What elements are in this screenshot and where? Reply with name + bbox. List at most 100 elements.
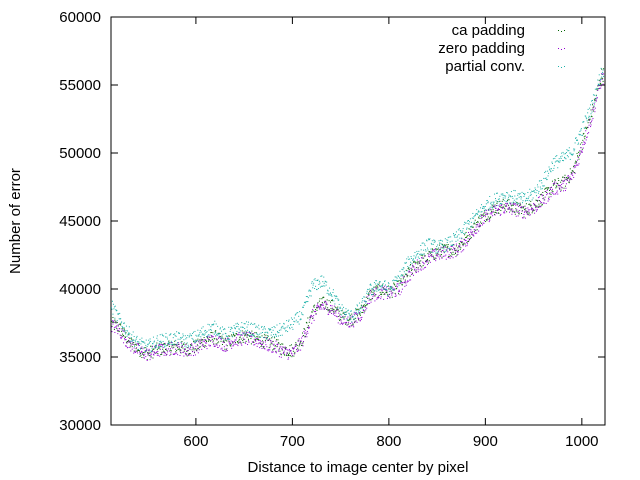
data-point bbox=[185, 353, 187, 355]
data-point bbox=[586, 136, 588, 138]
data-point bbox=[369, 290, 371, 292]
data-point bbox=[163, 335, 165, 337]
data-point bbox=[333, 305, 335, 307]
data-point bbox=[203, 339, 205, 341]
data-point bbox=[394, 295, 396, 297]
data-point bbox=[407, 266, 409, 268]
data-point bbox=[209, 334, 211, 336]
data-point bbox=[308, 327, 310, 329]
data-point bbox=[428, 238, 430, 240]
data-point bbox=[198, 340, 200, 342]
data-point bbox=[401, 282, 403, 284]
data-point bbox=[592, 110, 594, 112]
data-point bbox=[449, 249, 451, 251]
data-point bbox=[169, 348, 171, 350]
data-point bbox=[263, 346, 265, 348]
data-point bbox=[327, 290, 329, 292]
data-point bbox=[474, 229, 476, 231]
data-point bbox=[459, 248, 461, 250]
data-point bbox=[274, 336, 276, 338]
data-point bbox=[315, 310, 317, 312]
data-point bbox=[181, 336, 183, 338]
data-point bbox=[245, 340, 247, 342]
data-point bbox=[354, 317, 356, 319]
data-point bbox=[292, 347, 294, 349]
data-point bbox=[448, 247, 450, 249]
data-point bbox=[196, 344, 198, 346]
data-point bbox=[463, 249, 465, 251]
data-point bbox=[229, 338, 231, 340]
data-point bbox=[288, 349, 290, 351]
data-point bbox=[218, 333, 220, 335]
data-point bbox=[350, 310, 352, 312]
data-point bbox=[294, 314, 296, 316]
data-point bbox=[345, 311, 347, 313]
data-point bbox=[334, 310, 336, 312]
data-point bbox=[527, 209, 529, 211]
data-point bbox=[272, 336, 274, 338]
data-point bbox=[583, 141, 585, 143]
data-point bbox=[438, 256, 440, 258]
data-point bbox=[386, 292, 388, 294]
data-point bbox=[484, 205, 486, 207]
data-point bbox=[353, 319, 355, 321]
data-point bbox=[471, 225, 473, 227]
data-point bbox=[489, 219, 491, 221]
data-point bbox=[150, 355, 152, 357]
data-point bbox=[381, 293, 383, 295]
data-point bbox=[521, 212, 523, 214]
data-point bbox=[390, 290, 392, 292]
data-point bbox=[390, 292, 392, 294]
data-point bbox=[205, 332, 207, 334]
data-point bbox=[579, 153, 581, 155]
data-point bbox=[160, 344, 162, 346]
data-point bbox=[138, 348, 140, 350]
data-point bbox=[146, 359, 148, 361]
data-point bbox=[182, 333, 184, 335]
data-point bbox=[397, 275, 399, 277]
data-point bbox=[363, 306, 365, 308]
data-point bbox=[544, 178, 546, 180]
data-point bbox=[152, 346, 154, 348]
data-point bbox=[335, 295, 337, 297]
data-point bbox=[591, 116, 593, 118]
data-point bbox=[562, 182, 564, 184]
data-point bbox=[481, 211, 483, 213]
data-point bbox=[227, 337, 229, 339]
data-point bbox=[587, 108, 589, 110]
legend-swatch bbox=[564, 30, 565, 31]
data-point bbox=[532, 191, 534, 193]
data-point bbox=[227, 338, 229, 340]
data-point bbox=[516, 198, 518, 200]
data-point bbox=[202, 344, 204, 346]
data-point bbox=[385, 284, 387, 286]
data-point bbox=[119, 312, 121, 314]
data-point bbox=[265, 337, 267, 339]
data-point bbox=[505, 202, 507, 204]
data-point bbox=[567, 175, 569, 177]
data-point bbox=[404, 280, 406, 282]
data-point bbox=[242, 327, 244, 329]
data-point bbox=[153, 348, 155, 350]
data-point bbox=[255, 327, 257, 329]
data-point bbox=[547, 175, 549, 177]
data-point bbox=[455, 243, 457, 245]
data-point bbox=[181, 344, 183, 346]
data-point bbox=[328, 293, 330, 295]
data-point bbox=[266, 349, 268, 351]
data-point bbox=[599, 84, 601, 86]
data-point bbox=[563, 179, 565, 181]
data-point bbox=[287, 358, 289, 360]
data-point bbox=[383, 293, 385, 295]
data-point bbox=[221, 347, 223, 349]
data-point bbox=[254, 344, 256, 346]
data-point bbox=[548, 199, 550, 201]
data-point bbox=[418, 261, 420, 263]
data-point bbox=[183, 355, 185, 357]
data-point bbox=[544, 199, 546, 201]
data-point bbox=[219, 345, 221, 347]
data-point bbox=[477, 225, 479, 227]
data-point bbox=[278, 329, 280, 331]
data-point bbox=[209, 345, 211, 347]
data-point bbox=[181, 345, 183, 347]
